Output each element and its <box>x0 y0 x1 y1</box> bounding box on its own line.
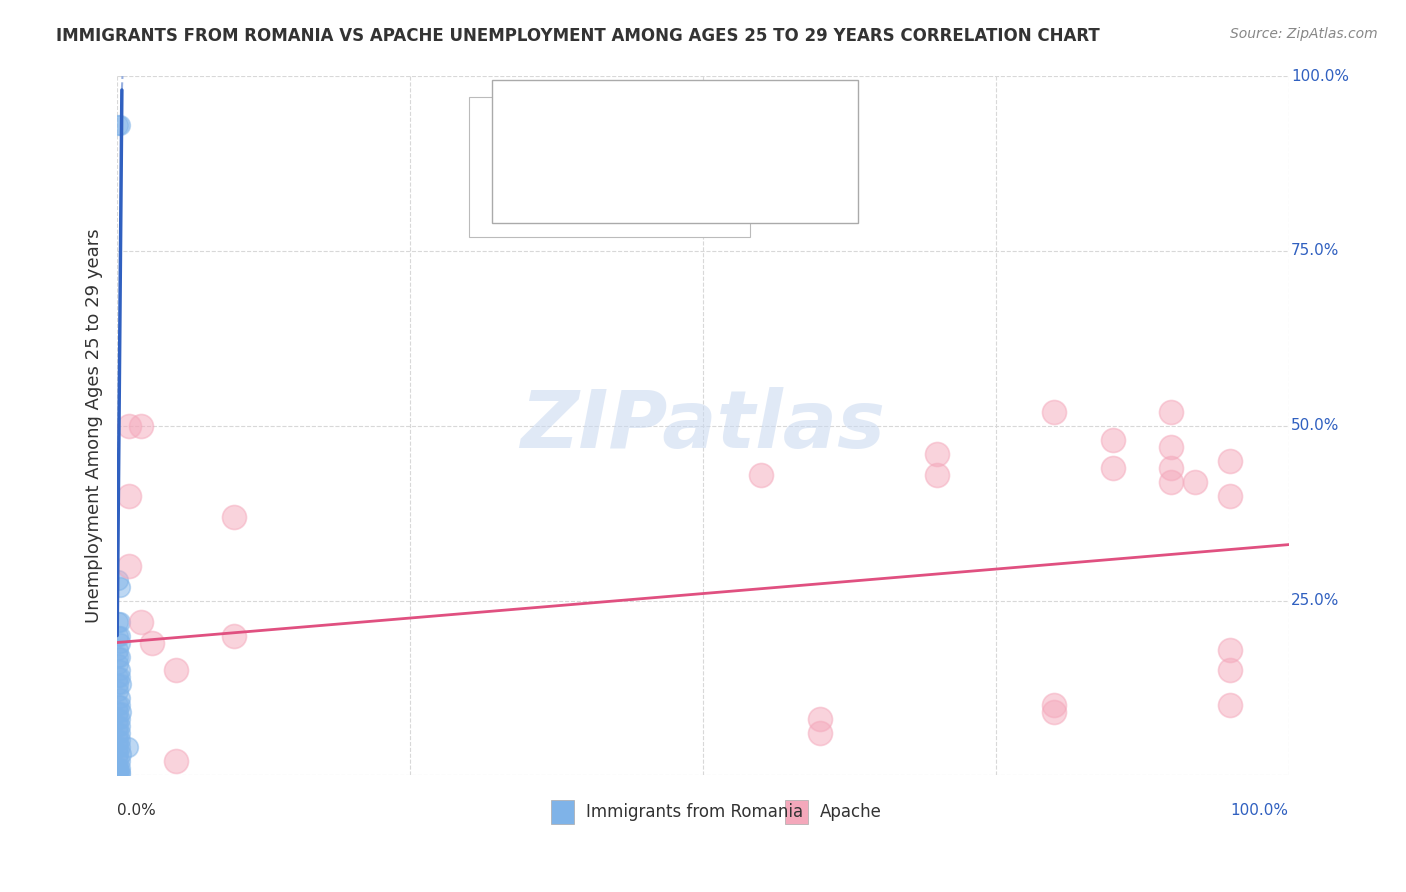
Point <box>118 418 141 433</box>
Point <box>107 573 129 587</box>
Text: 25.0%: 25.0% <box>1291 593 1340 608</box>
Point <box>108 740 131 755</box>
Point <box>117 740 139 755</box>
Point <box>107 615 129 629</box>
Text: Source: ZipAtlas.com: Source: ZipAtlas.com <box>1230 27 1378 41</box>
Point <box>927 447 949 461</box>
Point <box>808 713 831 727</box>
Point <box>107 713 129 727</box>
Point <box>107 684 129 698</box>
Bar <box>492 111 522 143</box>
Point <box>108 713 131 727</box>
Point <box>108 580 131 594</box>
Point <box>118 558 141 573</box>
Point <box>108 635 131 649</box>
Point <box>927 467 949 482</box>
Bar <box>785 800 808 824</box>
Text: 75.0%: 75.0% <box>1291 244 1340 259</box>
Point <box>808 726 831 740</box>
Point <box>107 118 129 132</box>
Point <box>1043 405 1066 419</box>
Point <box>107 677 129 691</box>
Point <box>108 726 131 740</box>
Text: IMMIGRANTS FROM ROMANIA VS APACHE UNEMPLOYMENT AMONG AGES 25 TO 29 YEARS CORRELA: IMMIGRANTS FROM ROMANIA VS APACHE UNEMPL… <box>56 27 1099 45</box>
Point <box>1102 433 1125 447</box>
Point <box>108 767 131 781</box>
Point <box>165 755 187 769</box>
Point <box>1102 460 1125 475</box>
Point <box>118 489 141 503</box>
Point <box>107 671 129 685</box>
Point <box>107 642 129 657</box>
Point <box>1160 405 1182 419</box>
Text: 100.0%: 100.0% <box>1230 804 1289 818</box>
Text: Apache: Apache <box>820 804 882 822</box>
Point <box>108 691 131 706</box>
Y-axis label: Unemployment Among Ages 25 to 29 years: Unemployment Among Ages 25 to 29 years <box>86 228 103 623</box>
Point <box>107 767 129 781</box>
Point <box>107 764 129 779</box>
Point <box>108 649 131 664</box>
Point <box>108 719 131 733</box>
Point <box>107 706 129 720</box>
Text: 0.0%: 0.0% <box>117 804 156 818</box>
Point <box>1219 642 1241 657</box>
Point <box>107 733 129 747</box>
Point <box>129 615 152 629</box>
Bar <box>492 156 522 188</box>
Text: ZIPatlas: ZIPatlas <box>520 387 886 465</box>
Point <box>108 118 131 132</box>
Point <box>141 635 163 649</box>
Point <box>1160 440 1182 454</box>
Point <box>1160 475 1182 489</box>
Point <box>1219 489 1241 503</box>
Point <box>107 740 129 755</box>
Text: 100.0%: 100.0% <box>1291 69 1348 84</box>
Point <box>107 761 129 775</box>
Point <box>107 649 129 664</box>
Point <box>108 628 131 642</box>
Text: Immigrants from Romania: Immigrants from Romania <box>586 804 803 822</box>
Point <box>224 509 246 524</box>
Point <box>1219 664 1241 678</box>
Point <box>1219 453 1241 467</box>
Text: 50.0%: 50.0% <box>1291 418 1340 434</box>
Point <box>108 755 131 769</box>
Point <box>224 628 246 642</box>
Point <box>107 628 129 642</box>
Point <box>108 761 131 775</box>
Point <box>110 706 132 720</box>
Point <box>1043 706 1066 720</box>
Point <box>110 747 132 762</box>
Point <box>1043 698 1066 713</box>
Point <box>107 747 129 762</box>
Point <box>108 733 131 747</box>
Text: R = 0.628   N = 45: R = 0.628 N = 45 <box>530 115 716 135</box>
Point <box>1184 475 1206 489</box>
Text: R = 0.628   N = 45: R = 0.628 N = 45 <box>530 115 716 135</box>
Point <box>110 677 132 691</box>
Point <box>107 755 129 769</box>
Point <box>107 726 129 740</box>
Point <box>108 615 131 629</box>
Point <box>108 698 131 713</box>
Point <box>107 719 129 733</box>
Bar <box>551 800 574 824</box>
Point <box>751 467 773 482</box>
Point <box>1160 460 1182 475</box>
FancyBboxPatch shape <box>468 97 749 237</box>
Point <box>107 657 129 671</box>
Point <box>108 671 131 685</box>
Text: R = 0.302   N = 30: R = 0.302 N = 30 <box>530 161 716 180</box>
Point <box>107 698 129 713</box>
Point <box>129 418 152 433</box>
Point <box>108 764 131 779</box>
Point <box>108 664 131 678</box>
Point <box>1219 698 1241 713</box>
Point <box>165 664 187 678</box>
